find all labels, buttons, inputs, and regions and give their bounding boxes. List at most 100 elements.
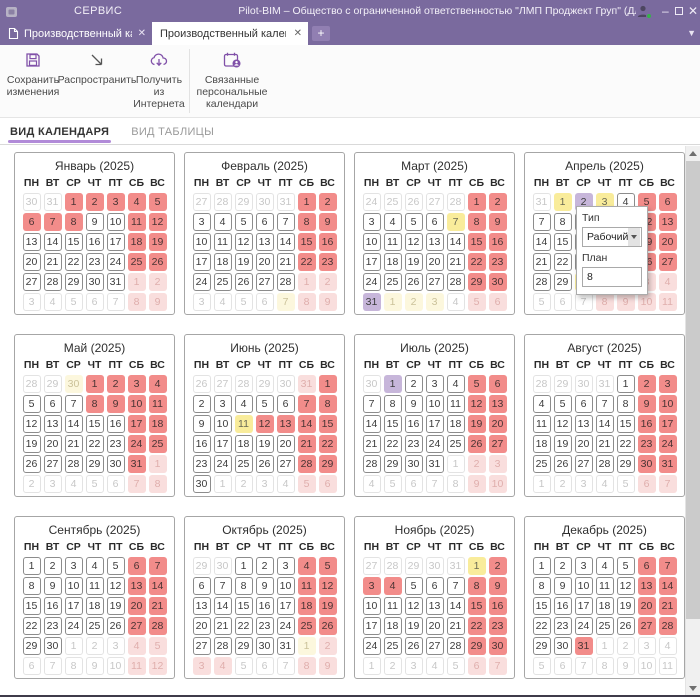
day-cell[interactable]: 13 — [276, 415, 295, 433]
day-cell[interactable]: 29 — [383, 455, 402, 473]
day-cell[interactable]: 13 — [425, 233, 444, 251]
day-cell[interactable]: 4 — [595, 557, 614, 575]
day-cell[interactable]: 8 — [148, 475, 167, 493]
day-cell[interactable]: 7 — [276, 213, 295, 231]
day-cell[interactable]: 14 — [43, 233, 62, 251]
day-cell[interactable]: 3 — [213, 395, 232, 413]
day-cell[interactable]: 12 — [467, 395, 486, 413]
day-cell[interactable]: 9 — [467, 475, 486, 493]
day-cell[interactable]: 27 — [574, 455, 593, 473]
day-cell[interactable]: 16 — [637, 415, 656, 433]
day-cell[interactable]: 3 — [192, 657, 211, 675]
day-cell[interactable]: 4 — [425, 657, 444, 675]
day-cell[interactable]: 24 — [362, 273, 381, 291]
tab-close-icon[interactable]: ✕ — [137, 28, 146, 39]
day-cell[interactable]: 31 — [595, 375, 614, 393]
day-cell[interactable]: 18 — [85, 597, 104, 615]
day-cell[interactable]: 6 — [553, 657, 572, 675]
day-cell[interactable]: 2 — [234, 475, 253, 493]
day-cell[interactable]: 25 — [234, 455, 253, 473]
day-cell[interactable]: 5 — [234, 657, 253, 675]
day-cell[interactable]: 12 — [22, 415, 41, 433]
day-cell[interactable]: 4 — [213, 213, 232, 231]
day-cell[interactable]: 26 — [318, 617, 337, 635]
day-cell[interactable]: 21 — [64, 435, 83, 453]
day-cell[interactable]: 22 — [297, 253, 316, 271]
day-cell[interactable]: 25 — [383, 273, 402, 291]
day-cell[interactable]: 16 — [488, 597, 507, 615]
day-cell[interactable]: 28 — [148, 617, 167, 635]
day-cell[interactable]: 6 — [637, 557, 656, 575]
day-cell[interactable]: 20 — [425, 617, 444, 635]
day-cell[interactable]: 1 — [467, 193, 486, 211]
new-tab-button[interactable]: + — [312, 26, 330, 41]
day-cell[interactable]: 7 — [148, 557, 167, 575]
day-cell[interactable]: 5 — [148, 637, 167, 655]
day-cell[interactable]: 6 — [255, 213, 274, 231]
day-cell[interactable]: 19 — [22, 435, 41, 453]
day-cell[interactable]: 3 — [276, 557, 295, 575]
day-cell[interactable]: 29 — [467, 273, 486, 291]
day-cell[interactable]: 14 — [446, 233, 465, 251]
day-cell[interactable]: 1 — [85, 375, 104, 393]
day-cell[interactable]: 8 — [297, 657, 316, 675]
day-cell[interactable]: 9 — [488, 577, 507, 595]
day-cell[interactable]: 3 — [64, 557, 83, 575]
day-cell[interactable]: 6 — [467, 657, 486, 675]
day-cell[interactable]: 28 — [532, 375, 551, 393]
day-cell[interactable]: 10 — [425, 395, 444, 413]
day-cell[interactable]: 29 — [192, 557, 211, 575]
day-cell[interactable]: 6 — [85, 293, 104, 311]
day-cell[interactable]: 20 — [574, 435, 593, 453]
day-cell[interactable]: 20 — [127, 597, 146, 615]
day-cell[interactable]: 29 — [616, 455, 635, 473]
day-cell[interactable]: 13 — [43, 415, 62, 433]
day-cell[interactable]: 28 — [43, 273, 62, 291]
day-cell[interactable]: 11 — [383, 233, 402, 251]
day-cell[interactable]: 19 — [318, 597, 337, 615]
day-cell[interactable]: 27 — [425, 637, 444, 655]
minimize-button[interactable]: – — [662, 4, 669, 18]
day-cell[interactable]: 21 — [446, 253, 465, 271]
day-cell[interactable]: 24 — [106, 253, 125, 271]
day-cell[interactable]: 12 — [318, 577, 337, 595]
day-cell[interactable]: 2 — [22, 475, 41, 493]
day-cell[interactable]: 15 — [22, 597, 41, 615]
day-cell[interactable]: 1 — [22, 557, 41, 575]
day-cell[interactable]: 3 — [192, 293, 211, 311]
day-cell[interactable]: 30 — [637, 455, 656, 473]
day-cell[interactable]: 23 — [192, 455, 211, 473]
day-cell[interactable]: 19 — [106, 597, 125, 615]
day-cell[interactable]: 30 — [64, 375, 83, 393]
day-cell[interactable]: 7 — [658, 475, 677, 493]
tab-close-icon[interactable]: ✕ — [293, 28, 302, 39]
day-cell[interactable]: 28 — [595, 455, 614, 473]
day-cell[interactable]: 29 — [318, 455, 337, 473]
day-cell[interactable]: 11 — [595, 577, 614, 595]
day-cell[interactable]: 3 — [425, 293, 444, 311]
day-cell[interactable]: 30 — [255, 193, 274, 211]
day-cell[interactable]: 7 — [446, 213, 465, 231]
doc-tab-inactive[interactable]: Производственный календарь РФ - 2025 ✕ — [0, 22, 152, 45]
day-cell[interactable]: 19 — [553, 435, 572, 453]
day-cell[interactable]: 1 — [362, 657, 381, 675]
day-cell[interactable]: 10 — [192, 233, 211, 251]
day-cell[interactable]: 10 — [213, 415, 232, 433]
day-cell[interactable]: 11 — [213, 233, 232, 251]
day-cell[interactable]: 6 — [192, 577, 211, 595]
day-cell[interactable]: 1 — [297, 193, 316, 211]
day-cell[interactable]: 6 — [574, 395, 593, 413]
day-cell[interactable]: 17 — [106, 233, 125, 251]
day-cell[interactable]: 19 — [234, 253, 253, 271]
day-cell[interactable]: 19 — [148, 233, 167, 251]
day-cell[interactable]: 12 — [234, 233, 253, 251]
day-cell[interactable]: 8 — [127, 293, 146, 311]
day-cell[interactable]: 5 — [22, 395, 41, 413]
day-cell[interactable]: 28 — [383, 557, 402, 575]
day-cell[interactable]: 22 — [64, 253, 83, 271]
day-cell[interactable]: 1 — [127, 273, 146, 291]
day-cell[interactable]: 28 — [446, 193, 465, 211]
day-cell[interactable]: 20 — [637, 597, 656, 615]
day-cell[interactable]: 29 — [553, 375, 572, 393]
day-cell[interactable]: 9 — [255, 577, 274, 595]
